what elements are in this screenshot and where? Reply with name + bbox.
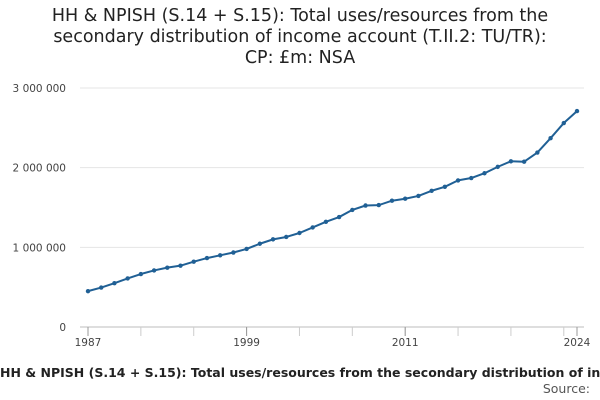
gridlines <box>80 87 584 248</box>
data-point[interactable] <box>548 135 553 141</box>
data-point[interactable] <box>323 219 329 225</box>
data-point[interactable] <box>85 288 91 294</box>
data-point[interactable] <box>165 265 170 270</box>
x-tick-label: 2024 <box>564 337 591 349</box>
series-line <box>87 110 578 293</box>
data-point[interactable] <box>363 203 368 208</box>
data-point[interactable] <box>561 120 566 126</box>
data-point[interactable] <box>138 271 144 277</box>
data-point[interactable] <box>284 234 289 240</box>
data-point[interactable] <box>231 250 236 255</box>
source-label: Source: <box>542 381 590 396</box>
data-point[interactable] <box>455 178 461 183</box>
data-point[interactable] <box>535 150 540 155</box>
data-point[interactable] <box>151 268 157 273</box>
data-point[interactable] <box>112 280 117 286</box>
data-point[interactable] <box>508 159 514 164</box>
y-tick-label: 0 <box>59 322 66 334</box>
data-point[interactable] <box>244 246 249 252</box>
data-point[interactable] <box>297 230 302 236</box>
data-point[interactable] <box>416 193 421 199</box>
x-axis <box>80 326 584 336</box>
tick-labels: 0 1 000 000 2 000 000 3 000 000 1987 1999 2011… <box>13 83 591 349</box>
data-point[interactable] <box>204 255 210 261</box>
data-point[interactable] <box>429 188 434 193</box>
data-point[interactable] <box>521 159 527 164</box>
x-tick-label: 2011 <box>392 337 419 349</box>
legend-entry: HH & NPISH (S.14 + S.15): Total uses/res… <box>0 365 600 380</box>
data-point[interactable] <box>257 241 263 246</box>
data-point[interactable] <box>178 263 183 268</box>
data-point[interactable] <box>99 285 104 290</box>
data-point[interactable] <box>270 237 276 242</box>
chart-title-line-2: secondary distribution of income account… <box>53 27 547 47</box>
x-tick-label: 1987 <box>75 337 102 349</box>
data-point[interactable] <box>574 108 580 114</box>
data-point[interactable] <box>442 184 448 189</box>
series-layer <box>85 108 580 294</box>
chart-title-line-1: HH & NPISH (S.14 + S.15): Total uses/res… <box>51 6 549 26</box>
data-point[interactable] <box>191 259 196 264</box>
y-tick-label: 1 000 000 <box>13 242 66 254</box>
data-point[interactable] <box>389 198 395 203</box>
data-point[interactable] <box>495 164 500 170</box>
y-tick-label: 2 000 000 <box>13 163 66 175</box>
data-point[interactable] <box>469 175 474 181</box>
data-point[interactable] <box>402 196 408 201</box>
data-point[interactable] <box>376 202 381 208</box>
x-tick-label: 1999 <box>233 337 260 349</box>
data-point[interactable] <box>217 253 223 258</box>
data-point[interactable] <box>336 214 342 220</box>
data-point[interactable] <box>350 207 355 213</box>
y-tick-label: 3 000 000 <box>13 83 66 95</box>
chart-title: HH & NPISH (S.14 + S.15): Total uses/res… <box>0 6 600 69</box>
chart-title-line-3: CP: £m: NSA <box>244 48 356 68</box>
data-point[interactable] <box>310 225 315 230</box>
data-point[interactable] <box>125 276 130 281</box>
data-point[interactable] <box>482 171 487 176</box>
